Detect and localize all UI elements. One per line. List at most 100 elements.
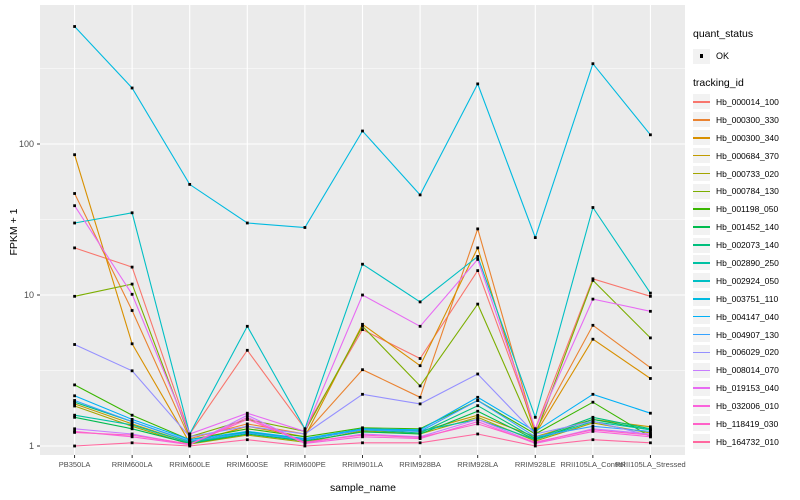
data-point: [73, 383, 76, 387]
data-point: [476, 404, 480, 408]
data-point: [476, 372, 480, 376]
legend-key-line: [693, 154, 710, 157]
legend-item-Hb_000784_130: Hb_000784_130: [693, 182, 799, 200]
data-point: [418, 436, 422, 439]
legend-item-Hb_000300_340: Hb_000300_340: [693, 129, 799, 147]
x-axis-title: sample_name: [330, 482, 396, 494]
legend-series-list: Hb_000014_100 Hb_000300_330 Hb_000300_340 H…: [693, 93, 799, 451]
data-point: [245, 424, 249, 428]
data-point: [361, 428, 364, 432]
legend-item-label: Hb_001452_140: [716, 222, 779, 233]
data-point: [591, 430, 595, 433]
data-point: [73, 221, 76, 225]
data-point: [591, 428, 595, 432]
legend-item-label: Hb_004907_130: [716, 329, 779, 340]
data-point: [591, 297, 595, 301]
legend-item-label: Hb_164732_010: [716, 436, 779, 447]
data-point: [649, 433, 652, 437]
legend-item-Hb_003751_110: Hb_003751_110: [693, 290, 799, 308]
data-point: [418, 395, 422, 399]
data-point: [476, 302, 480, 306]
data-point: [591, 438, 595, 442]
legend-key: [693, 237, 710, 253]
data-point: [73, 415, 76, 419]
legend-key: [693, 434, 710, 450]
data-point: [245, 418, 249, 421]
legend-item-Hb_002073_140: Hb_002073_140: [693, 236, 799, 254]
data-point: [73, 404, 76, 408]
legend-item-Hb_032006_010: Hb_032006_010: [693, 397, 799, 415]
data-point: [361, 293, 364, 297]
legend-key: [693, 362, 710, 378]
data-point: [533, 432, 537, 436]
data-point: [188, 435, 192, 439]
data-point: [591, 424, 595, 428]
legend-item-label: Hb_019153_040: [716, 383, 779, 394]
data-point: [130, 435, 134, 439]
legend-key: [693, 416, 710, 432]
data-point: [476, 258, 480, 261]
legend-item-Hb_006029_020: Hb_006029_020: [693, 343, 799, 361]
legend-key: [693, 112, 710, 128]
ok-point-icon: [699, 54, 704, 58]
legend-key-line: [693, 441, 710, 443]
data-point: [649, 425, 652, 429]
legend-key-line: [693, 226, 710, 228]
data-point: [591, 206, 595, 209]
y-tick-label-1: 1: [28, 440, 34, 451]
data-point: [649, 377, 652, 380]
legend-item-label: Hb_002924_050: [716, 275, 779, 286]
x-tick-label-RRIM600PE: RRIM600PE: [284, 460, 326, 469]
legend-item-Hb_002924_050: Hb_002924_050: [693, 272, 799, 290]
legend-item-label: Hb_000784_130: [716, 186, 779, 197]
data-point: [591, 415, 595, 419]
legend-item-label: OK: [716, 51, 730, 61]
legend-title-quant-status: quant_status: [693, 28, 754, 40]
data-point: [361, 433, 364, 437]
data-point: [591, 62, 595, 66]
data-point: [418, 428, 422, 432]
data-point: [418, 357, 422, 360]
data-point: [73, 427, 76, 431]
data-point: [476, 82, 480, 86]
legend-key-line: [693, 315, 710, 318]
data-point: [533, 435, 537, 439]
data-point: [418, 324, 422, 328]
data-point: [361, 435, 364, 439]
data-point: [73, 246, 76, 250]
data-point: [649, 366, 652, 370]
legend-item-Hb_019153_040: Hb_019153_040: [693, 379, 799, 397]
data-point: [418, 430, 422, 433]
x-tick-label-RRIM600SE: RRIM600SE: [226, 460, 269, 469]
data-point: [476, 420, 480, 423]
x-tick-label-PB350LA: PB350LA: [58, 460, 91, 469]
data-point: [245, 411, 249, 415]
data-point: [476, 269, 480, 272]
data-point: [649, 435, 652, 439]
legend-key-line: [693, 351, 710, 354]
data-point: [418, 300, 422, 304]
data-point: [533, 427, 537, 431]
data-point: [361, 129, 364, 133]
data-point: [476, 422, 480, 426]
data-point: [303, 430, 307, 433]
data-point: [591, 419, 595, 423]
data-point: [533, 438, 537, 442]
data-point: [591, 277, 595, 281]
data-point: [533, 415, 537, 419]
data-point: [130, 423, 134, 427]
data-point: [476, 246, 480, 250]
legend-item-Hb_000300_330: Hb_000300_330: [693, 111, 799, 129]
data-point: [649, 441, 652, 445]
data-point: [476, 418, 480, 421]
data-point: [361, 441, 364, 445]
data-point: [245, 431, 249, 435]
data-point: [130, 211, 134, 215]
data-point: [73, 25, 76, 28]
legend-key: [693, 219, 710, 235]
legend-title-tracking-id: tracking_id: [693, 77, 744, 89]
data-point: [649, 309, 652, 313]
data-point: [130, 342, 134, 346]
